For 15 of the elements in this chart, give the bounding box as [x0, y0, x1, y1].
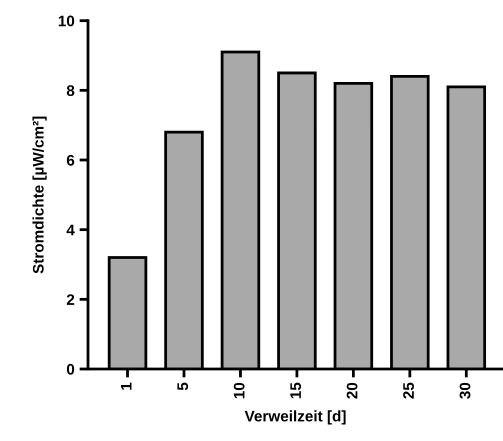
y-tick-label: 10	[58, 16, 74, 26]
x-tick-label: 25	[403, 382, 414, 399]
y-axis-title: Stromdichte [µW/cm²]	[32, 116, 47, 274]
y-tick-label: 8	[66, 85, 74, 96]
x-axis-title: Verweilzeit [d]	[244, 410, 346, 425]
y-tick-label: 0	[66, 364, 74, 375]
x-tick-label: 30	[460, 382, 470, 399]
x-tick-label: 15	[290, 382, 302, 398]
x-tick-label: 10	[234, 382, 245, 398]
y-tick-label: 6	[66, 154, 74, 166]
y-tick-label: 2	[66, 294, 74, 305]
x-tick-label: 5	[177, 382, 188, 390]
x-tick-label: 20	[346, 382, 358, 399]
y-tick-label: 4	[66, 224, 75, 236]
x-tick-label: 1	[120, 382, 132, 390]
